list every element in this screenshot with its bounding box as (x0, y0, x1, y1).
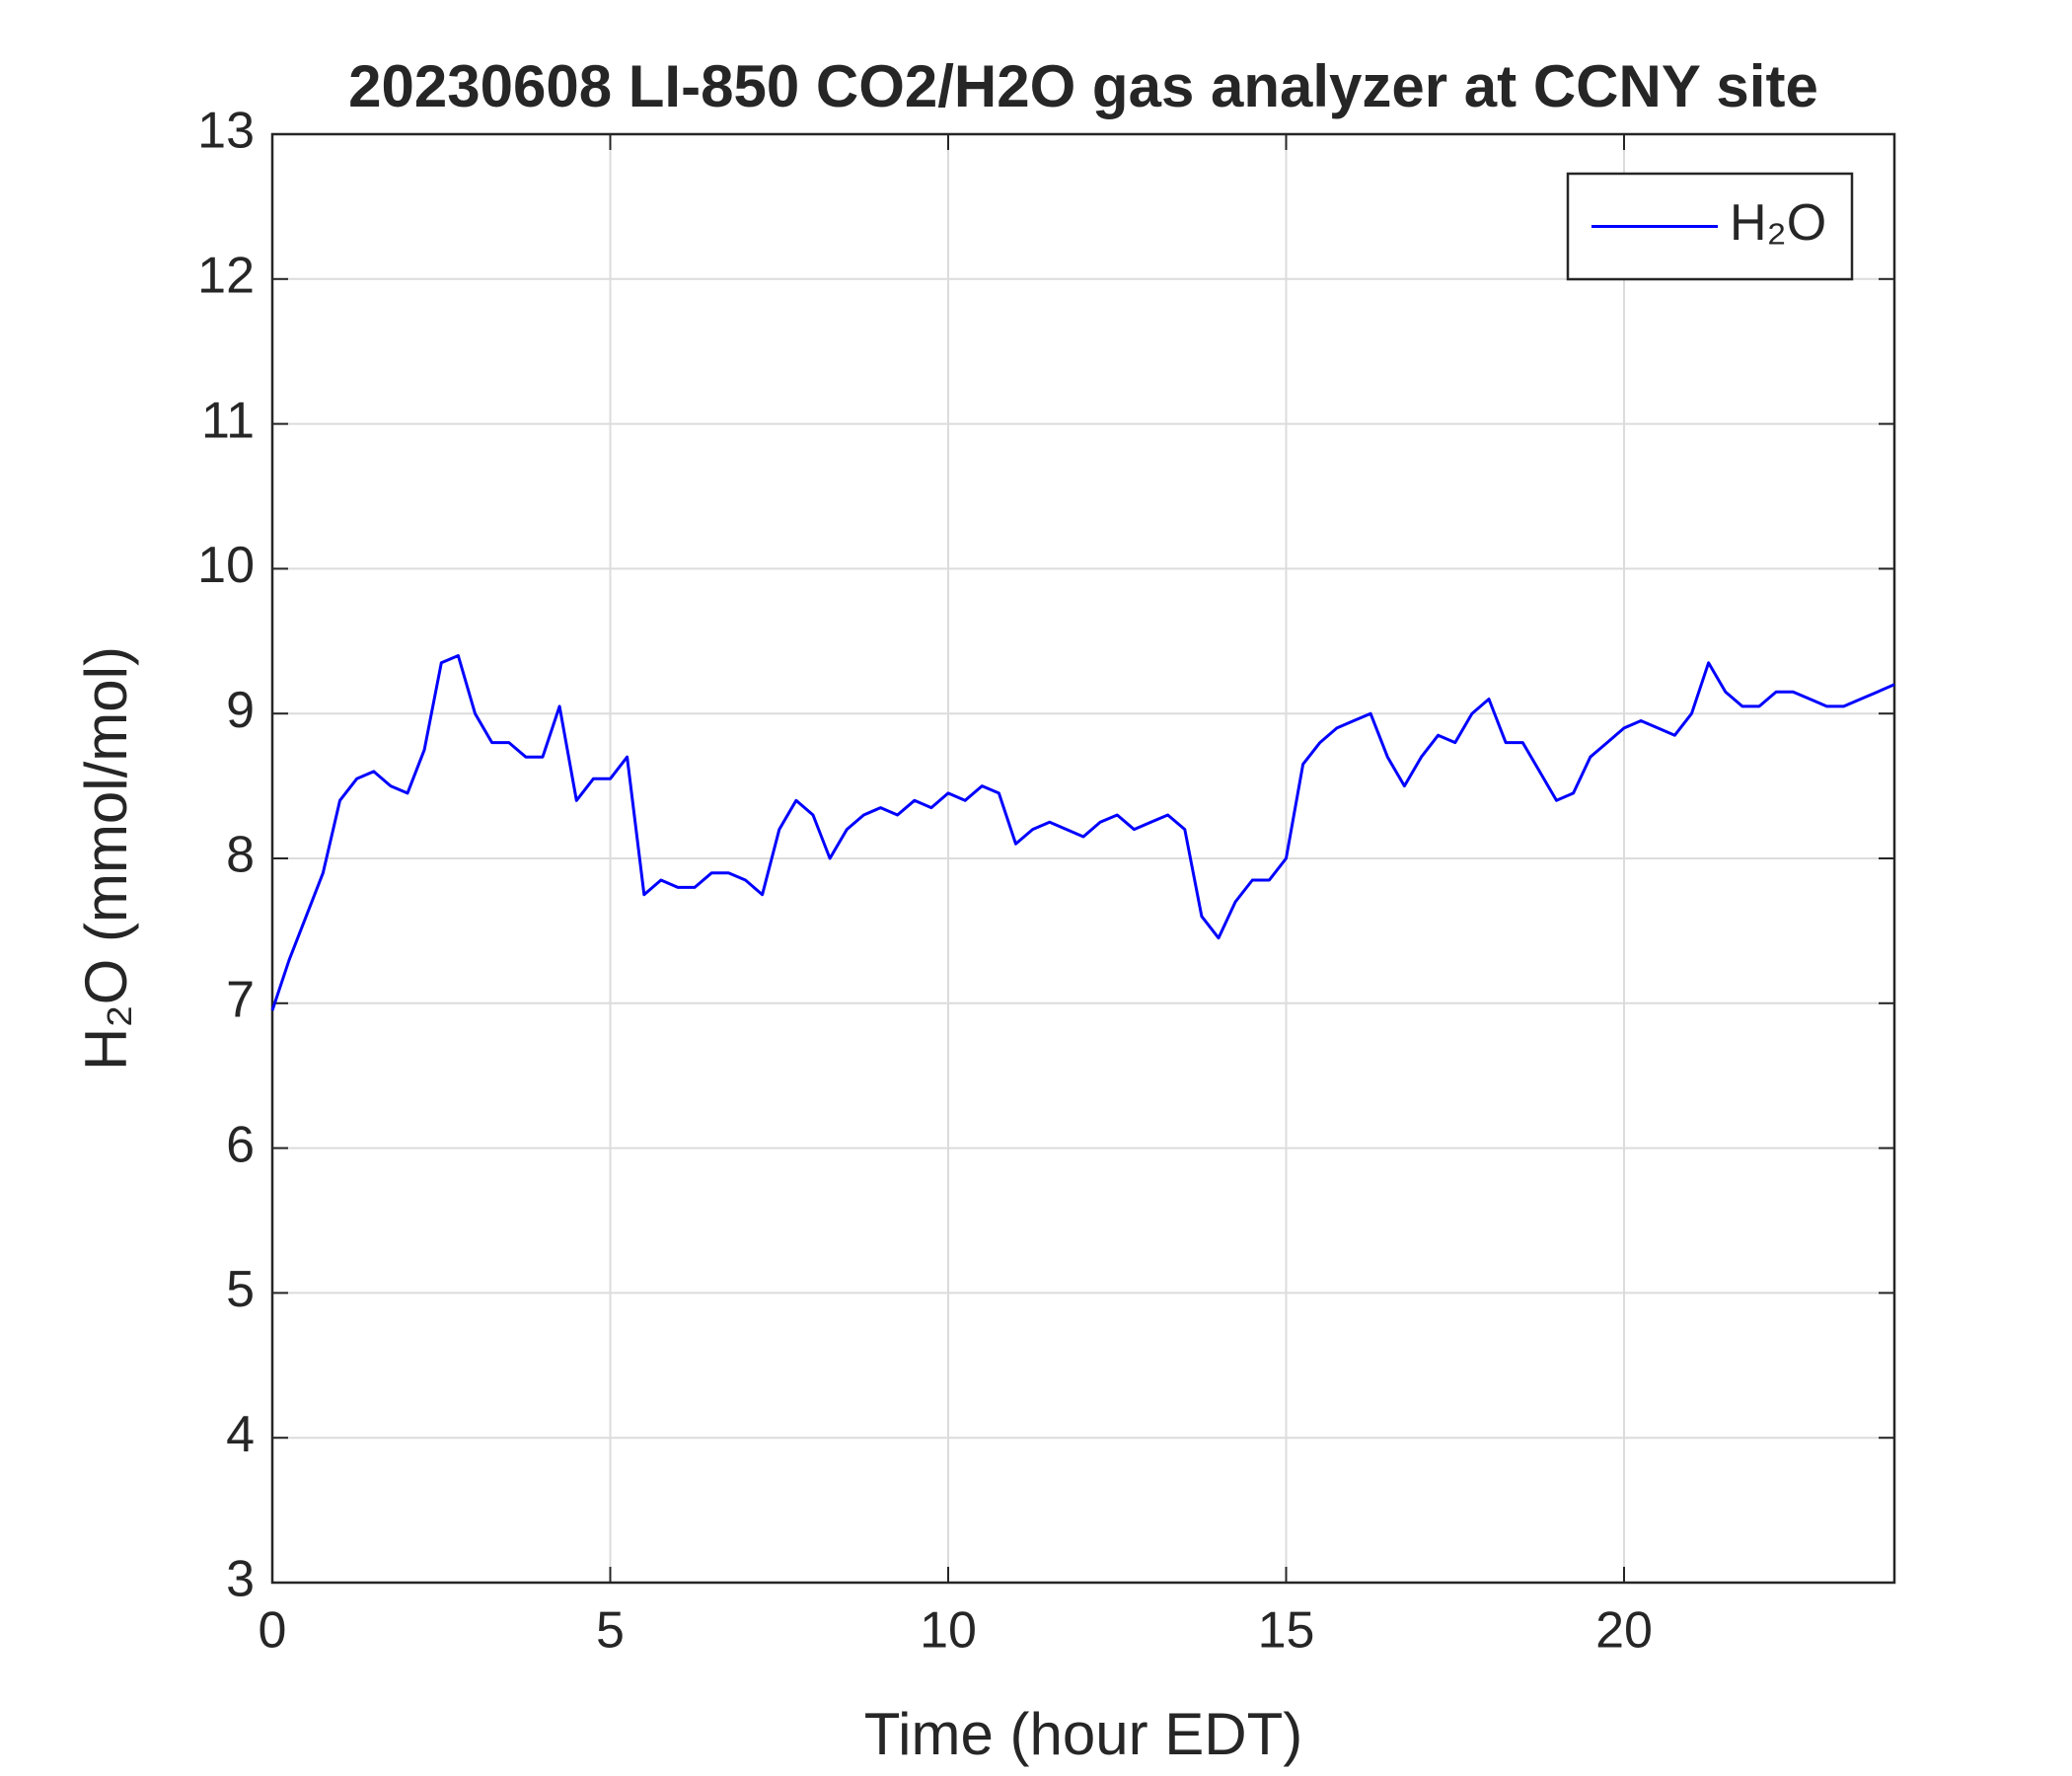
chart-title: 20230608 LI-850 CO2/H2O gas analyzer at … (348, 53, 1818, 119)
x-tick-label: 5 (596, 1602, 625, 1660)
y-tick-label: 4 (226, 1406, 255, 1463)
plot-frame (270, 132, 1896, 1585)
x-tick-label: 15 (1258, 1602, 1315, 1660)
x-axis-label: Time (hour EDT) (864, 1701, 1303, 1767)
x-tick-label: 20 (1595, 1602, 1653, 1660)
y-tick-label: 7 (226, 972, 255, 1029)
y-tick-label: 12 (197, 248, 255, 305)
data-line (270, 654, 1895, 1011)
legend-label: H₂O (1730, 194, 1826, 252)
y-tick-label: 13 (197, 103, 255, 160)
y-tick-label: 11 (201, 392, 255, 449)
y-tick-label: 6 (226, 1116, 255, 1173)
y-tick-label: 9 (226, 682, 255, 739)
y-tick-label: 8 (226, 827, 255, 884)
y-axis-label: H₂O (mmol/mol) (73, 646, 139, 1071)
y-tick-label: 5 (226, 1261, 255, 1318)
x-tick-label: 0 (259, 1602, 287, 1660)
y-tick-label: 3 (226, 1551, 255, 1608)
x-tick-label: 10 (920, 1602, 977, 1660)
y-tick-label: 10 (197, 537, 255, 594)
